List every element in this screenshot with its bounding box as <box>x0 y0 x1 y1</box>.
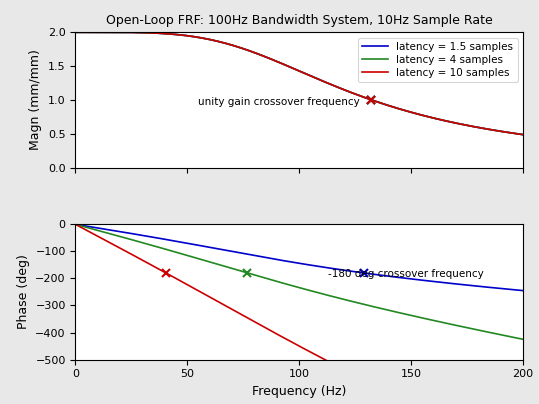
Line: latency = 4 samples: latency = 4 samples <box>75 32 523 135</box>
latency = 1.5 samples <box>520 132 526 137</box>
X-axis label: Frequency (Hz): Frequency (Hz) <box>252 385 347 398</box>
latency = 1.5 samples <box>264 55 270 60</box>
latency = 4 samples <box>244 48 251 53</box>
latency = 4 samples <box>520 132 526 137</box>
latency = 10 samples <box>520 132 526 137</box>
latency = 4 samples <box>72 30 79 35</box>
latency = 4 samples <box>511 131 517 136</box>
latency = 1.5 samples <box>463 123 469 128</box>
latency = 1.5 samples <box>123 30 130 35</box>
latency = 4 samples <box>123 30 130 35</box>
Title: Open-Loop FRF: 100Hz Bandwidth System, 10Hz Sample Rate: Open-Loop FRF: 100Hz Bandwidth System, 1… <box>106 14 493 27</box>
latency = 10 samples <box>104 30 110 35</box>
latency = 1.5 samples <box>511 131 517 136</box>
latency = 4 samples <box>150 31 157 36</box>
latency = 4 samples <box>104 30 110 35</box>
latency = 1.5 samples <box>150 31 157 36</box>
latency = 4 samples <box>264 55 270 60</box>
Text: unity gain crossover frequency: unity gain crossover frequency <box>198 97 360 107</box>
Y-axis label: Phase (deg): Phase (deg) <box>17 255 30 329</box>
Text: -180 deg crossover frequency: -180 deg crossover frequency <box>328 269 484 279</box>
Line: latency = 1.5 samples: latency = 1.5 samples <box>75 32 523 135</box>
latency = 10 samples <box>244 48 251 53</box>
latency = 1.5 samples <box>72 30 79 35</box>
latency = 4 samples <box>463 123 469 128</box>
latency = 10 samples <box>123 30 130 35</box>
latency = 1.5 samples <box>244 48 251 53</box>
Y-axis label: Magn (mm/mm): Magn (mm/mm) <box>30 50 43 150</box>
latency = 10 samples <box>264 55 270 60</box>
latency = 1.5 samples <box>104 30 110 35</box>
latency = 10 samples <box>150 31 157 36</box>
Line: latency = 10 samples: latency = 10 samples <box>75 32 523 135</box>
latency = 10 samples <box>511 131 517 136</box>
latency = 10 samples <box>72 30 79 35</box>
latency = 10 samples <box>463 123 469 128</box>
Legend: latency = 1.5 samples, latency = 4 samples, latency = 10 samples: latency = 1.5 samples, latency = 4 sampl… <box>358 38 517 82</box>
